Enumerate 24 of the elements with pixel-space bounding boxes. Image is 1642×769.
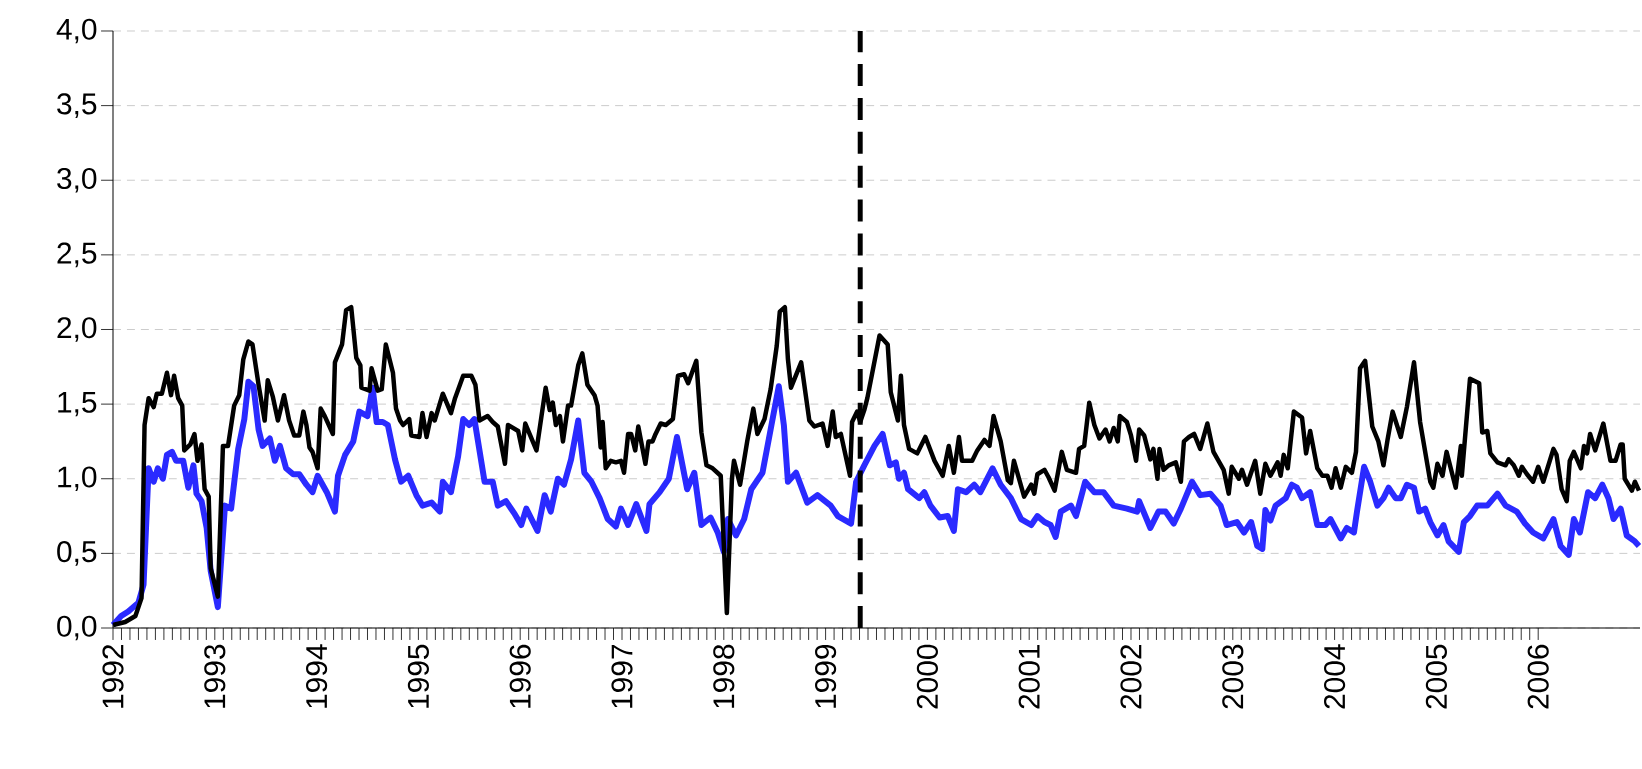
x-tick-label: 1993: [204, 644, 226, 708]
y-tick-label: 0,0: [57, 615, 97, 641]
x-tick-label: 1999: [815, 644, 837, 708]
y-tick-label: 0,5: [57, 541, 97, 566]
x-tick-label: 1995: [407, 644, 429, 708]
x-tick-label: 1992: [102, 644, 124, 708]
x-tick-label: 1998: [713, 644, 735, 708]
y-tick-label: 3,0: [57, 167, 97, 193]
y-tick-label: 1,0: [58, 466, 97, 492]
y-tick-label: 2,0: [57, 317, 97, 342]
y-tick-label: 4,0: [56, 18, 97, 44]
x-tick-label: 2004: [1324, 644, 1346, 709]
x-tick-label: 2006: [1527, 644, 1549, 709]
x-tick-label: 2001: [1018, 644, 1040, 709]
x-tick-label: 1994: [306, 644, 328, 708]
y-tick-label: 3,5: [57, 93, 97, 118]
y-tick-label: 2,5: [57, 242, 97, 268]
x-tick-label: 2002: [1120, 644, 1142, 709]
y-tick-label: 1,5: [58, 391, 97, 417]
x-tick-label: 1996: [509, 644, 531, 708]
x-tick-label: 2005: [1425, 644, 1447, 709]
x-tick-label: 2003: [1222, 644, 1244, 709]
x-tick-label: 2000: [916, 644, 938, 709]
x-tick-label: 1997: [611, 644, 633, 708]
